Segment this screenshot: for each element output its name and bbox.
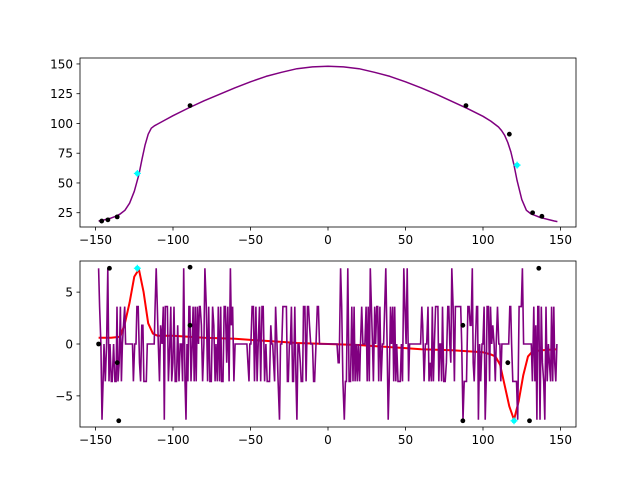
marker-point-black	[460, 322, 466, 328]
x-tick-label: 0	[324, 233, 332, 247]
y-tick-label: 5	[65, 286, 73, 300]
x-tick-label: 150	[549, 233, 572, 247]
plot-area	[97, 268, 558, 421]
bottom-axes: −150 −100 −50 0 50 100 150−505	[55, 260, 577, 447]
marker-point-black	[99, 218, 105, 224]
series-line-derivative-noisy	[97, 268, 558, 420]
marker-star-cyan	[510, 417, 518, 425]
marker-point-black	[463, 103, 469, 109]
marker-point-black	[116, 418, 122, 424]
x-tick-label: −50	[238, 233, 263, 247]
marker-point-black	[536, 265, 542, 271]
x-tick-label: 100	[472, 433, 495, 447]
marker-point-black	[187, 322, 193, 328]
x-tick-label: −150	[79, 433, 112, 447]
x-tick-label: −100	[157, 233, 190, 247]
top-axes: −150 −100 −50 0 50 100 150 25 50 75 100 125 150	[50, 57, 577, 247]
marker-point-black	[539, 213, 545, 219]
marker-star-cyan	[513, 161, 521, 169]
y-tick-label: 0	[65, 338, 73, 352]
marker-point-black	[187, 103, 193, 109]
marker-point-black	[530, 210, 535, 216]
marker-point-black	[527, 418, 532, 424]
y-tick-label: 150	[50, 57, 73, 71]
y-tick-label: −5	[55, 389, 73, 403]
x-tick-label: 50	[398, 433, 413, 447]
x-tick-label: 50	[398, 233, 413, 247]
marker-point-black	[114, 214, 120, 220]
x-tick-label: 150	[549, 433, 572, 447]
marker-point-black	[105, 217, 111, 223]
y-tick-label: 100	[50, 117, 73, 131]
marker-point-black	[187, 264, 193, 270]
marker-point-black	[114, 360, 120, 366]
x-tick-label: −150	[79, 233, 112, 247]
x-tick-label: 0	[324, 433, 332, 447]
x-tick-label: −50	[238, 433, 263, 447]
x-tick-label: 100	[472, 233, 495, 247]
y-tick-label: 25	[58, 206, 73, 220]
x-tick-label: −100	[157, 433, 190, 447]
marker-star-cyan	[133, 264, 141, 272]
marker-star-cyan	[133, 169, 141, 177]
marker-point-black	[96, 341, 101, 347]
marker-point-black	[506, 131, 512, 137]
marker-point-black	[460, 418, 466, 424]
y-tick-label: 75	[58, 147, 73, 161]
marker-point-black	[505, 360, 511, 366]
y-tick-label: 125	[50, 87, 73, 101]
marker-point-black	[107, 265, 112, 271]
y-tick-label: 50	[58, 176, 73, 190]
